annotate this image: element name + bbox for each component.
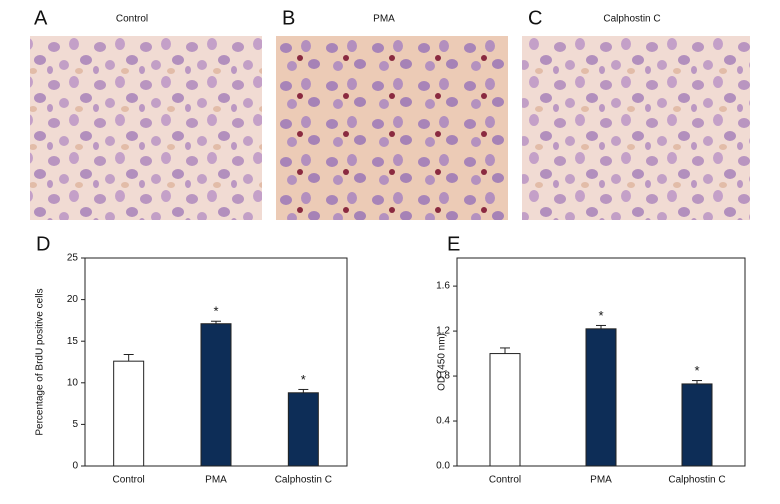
panel-letter: C	[528, 7, 542, 29]
significance-mark: *	[301, 372, 306, 387]
x-tick-label: PMA	[205, 475, 227, 486]
significance-mark: *	[694, 363, 699, 378]
x-tick-label: Calphostin C	[275, 475, 332, 486]
micrograph	[30, 36, 262, 220]
bar	[200, 323, 232, 467]
y-tick-label: 20	[67, 294, 79, 305]
y-tick-label: 0.8	[436, 371, 450, 382]
y-tick-label: 0.0	[436, 461, 450, 472]
y-tick-label: 15	[67, 336, 79, 347]
bar	[287, 392, 319, 467]
image-title: Control	[116, 14, 148, 25]
panel-letter: D	[36, 233, 50, 255]
bar	[113, 360, 145, 467]
micrograph	[276, 36, 508, 220]
panel-letter: B	[282, 7, 295, 29]
y-tick-label: 1.6	[436, 281, 450, 292]
y-tick-label: 5	[72, 419, 78, 430]
micrographs: A Control B PMA C Calphostin C	[30, 7, 750, 220]
y-tick-label: 0	[72, 461, 78, 472]
bar	[585, 328, 617, 467]
image-title: PMA	[373, 14, 395, 25]
significance-mark: *	[598, 308, 603, 323]
bar	[489, 353, 521, 467]
y-axis-label: Percentage of BrdU positive cells	[35, 288, 46, 435]
panel-letter: A	[34, 7, 48, 29]
x-tick-label: PMA	[590, 475, 612, 486]
y-tick-label: 0.4	[436, 416, 450, 427]
significance-mark: *	[213, 304, 218, 319]
panel-letter: E	[447, 233, 460, 255]
image-title: Calphostin C	[603, 14, 660, 25]
y-axis-label: OD (450 nm)	[437, 333, 448, 391]
bar	[681, 383, 713, 467]
x-tick-label: Calphostin C	[668, 475, 725, 486]
y-tick-label: 25	[67, 253, 79, 264]
y-tick-label: 1.2	[436, 326, 450, 337]
x-tick-label: Control	[489, 475, 521, 486]
micrograph	[522, 36, 750, 220]
y-tick-label: 10	[67, 377, 79, 388]
x-tick-label: Control	[113, 475, 145, 486]
